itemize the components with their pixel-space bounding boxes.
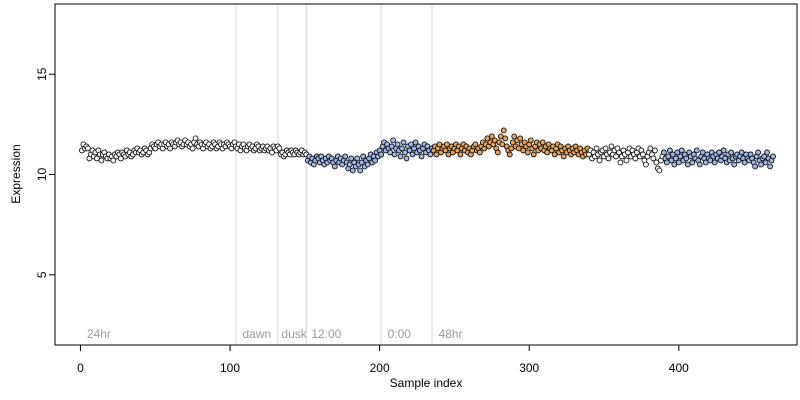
data-point bbox=[427, 151, 434, 158]
time-annotation: 24hr bbox=[87, 327, 111, 341]
x-tick-label: 0 bbox=[77, 361, 84, 375]
data-point bbox=[651, 147, 658, 154]
data-point bbox=[276, 145, 283, 152]
x-axis-label: Sample index bbox=[390, 376, 463, 390]
data-point bbox=[342, 153, 349, 160]
data-point bbox=[472, 141, 479, 148]
data-point bbox=[390, 137, 396, 144]
data-point bbox=[530, 151, 537, 158]
data-point bbox=[192, 135, 199, 142]
time-annotation: 48hr bbox=[438, 327, 462, 341]
data-point bbox=[189, 145, 196, 152]
data-point bbox=[391, 151, 398, 158]
x-tick-label: 100 bbox=[220, 361, 240, 375]
data-point bbox=[752, 163, 759, 170]
data-point bbox=[593, 145, 600, 152]
data-point bbox=[560, 153, 567, 160]
data-point bbox=[596, 157, 603, 164]
y-tick-label: 5 bbox=[35, 271, 49, 278]
data-point bbox=[488, 133, 495, 140]
time-annotation: 12:00 bbox=[311, 327, 341, 341]
time-annotation: dusk bbox=[281, 327, 307, 341]
data-point bbox=[349, 167, 356, 174]
time-dividers bbox=[235, 4, 433, 345]
data-point bbox=[348, 155, 355, 162]
data-point bbox=[110, 157, 117, 164]
y-tick-label: 15 bbox=[35, 67, 49, 81]
plot-frame bbox=[54, 3, 798, 346]
data-point bbox=[720, 147, 727, 154]
data-point bbox=[656, 167, 663, 174]
data-point bbox=[502, 135, 509, 142]
data-point bbox=[378, 151, 385, 158]
data-point bbox=[527, 137, 534, 144]
time-annotations: 24hr dawn dusk 12:00 0:00 48hr bbox=[87, 327, 463, 341]
data-point bbox=[511, 133, 518, 140]
data-point bbox=[494, 149, 501, 156]
data-point bbox=[506, 151, 513, 158]
data-point bbox=[764, 149, 770, 156]
x-axis: 0 100 200 300 400 bbox=[77, 344, 689, 375]
data-point bbox=[517, 135, 524, 142]
data-point bbox=[357, 167, 364, 174]
data-point bbox=[693, 147, 700, 154]
data-point bbox=[666, 147, 673, 154]
data-point bbox=[767, 163, 773, 170]
data-point bbox=[762, 159, 769, 166]
x-tick-label: 300 bbox=[519, 361, 539, 375]
data-point bbox=[689, 159, 696, 166]
data-point bbox=[728, 149, 735, 156]
data-point bbox=[372, 157, 379, 164]
y-tick-label: 10 bbox=[35, 168, 49, 182]
data-point bbox=[399, 145, 405, 152]
data-point bbox=[397, 153, 404, 160]
data-point bbox=[403, 155, 410, 162]
data-point bbox=[678, 147, 685, 154]
time-annotation: dawn bbox=[243, 327, 272, 341]
y-axis-label: Expression bbox=[9, 144, 23, 203]
data-point bbox=[331, 163, 338, 170]
data-point bbox=[696, 161, 703, 168]
data-point bbox=[539, 139, 546, 146]
data-point bbox=[394, 141, 401, 148]
data-point bbox=[643, 161, 649, 168]
data-point bbox=[617, 159, 624, 166]
data-point bbox=[524, 149, 531, 156]
data-point bbox=[354, 155, 361, 162]
data-point bbox=[602, 145, 609, 152]
x-tick-label: 200 bbox=[370, 361, 390, 375]
x-tick-label: 400 bbox=[669, 361, 689, 375]
data-point bbox=[755, 149, 761, 156]
data-point bbox=[650, 155, 657, 162]
data-point bbox=[418, 153, 425, 160]
data-point bbox=[412, 139, 419, 146]
data-point bbox=[660, 149, 667, 156]
data-point bbox=[613, 153, 619, 160]
data-point bbox=[608, 143, 615, 150]
data-point bbox=[711, 159, 718, 166]
data-point bbox=[400, 139, 407, 146]
data-point bbox=[731, 161, 738, 168]
time-annotation: 0:00 bbox=[388, 327, 412, 341]
data-point bbox=[98, 157, 105, 164]
data-point bbox=[476, 149, 483, 156]
data-point bbox=[770, 153, 776, 160]
data-point bbox=[623, 157, 630, 164]
data-point bbox=[360, 153, 367, 160]
data-point bbox=[605, 155, 612, 162]
y-axis: 5 10 15 bbox=[35, 67, 55, 278]
data-point bbox=[500, 127, 507, 134]
data-points bbox=[79, 127, 776, 174]
data-point bbox=[457, 151, 464, 158]
